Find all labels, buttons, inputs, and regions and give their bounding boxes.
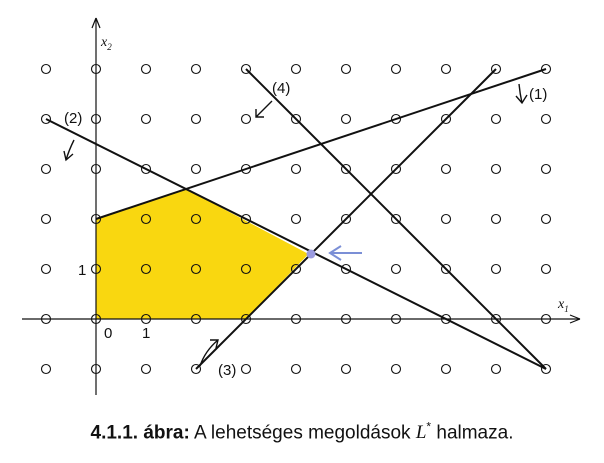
lattice-point	[140, 363, 152, 375]
lattice-point	[440, 63, 452, 75]
lattice-point	[290, 213, 302, 225]
lattice-point	[290, 63, 302, 75]
lattice-point	[190, 113, 202, 125]
lattice-point	[490, 363, 502, 375]
constraint-4-label: (4)	[272, 80, 290, 97]
lattice-point	[290, 113, 302, 125]
x1-axis-arrowhead	[569, 314, 581, 324]
constraint-line-3	[195, 68, 497, 370]
lattice-point	[40, 213, 52, 225]
optimum-point	[306, 249, 316, 259]
constraint-1-direction-arrow	[515, 83, 528, 105]
lattice-point	[240, 113, 252, 125]
lattice-point	[340, 363, 352, 375]
lattice-point	[440, 113, 452, 125]
lattice-point	[490, 113, 502, 125]
lattice-point	[40, 63, 52, 75]
lattice-point	[540, 113, 552, 125]
lattice-point	[40, 363, 52, 375]
lattice-point	[240, 213, 252, 225]
lattice-point	[490, 163, 502, 175]
lattice-point	[290, 263, 302, 275]
caption-text-after: halmaza.	[436, 422, 514, 444]
lattice-point	[190, 63, 202, 75]
figure-caption: 4.1.1. ábra: A lehetséges megoldások L* …	[0, 420, 604, 444]
lattice-point	[540, 363, 552, 375]
lattice-point	[140, 263, 152, 275]
lattice-point	[40, 263, 52, 275]
lattice-point	[340, 213, 352, 225]
lattice-point	[190, 213, 202, 225]
lattice-point	[440, 363, 452, 375]
constraint-line-2	[45, 118, 547, 370]
lattice-point	[140, 113, 152, 125]
lattice-point	[540, 213, 552, 225]
x2-axis-arrowhead	[91, 17, 101, 29]
lattice-point	[140, 213, 152, 225]
lattice-point	[390, 63, 402, 75]
x2-axis-label: x2	[100, 35, 112, 52]
constraint-3-direction-arrow	[199, 339, 219, 367]
constraint-2-label: (2)	[64, 110, 82, 127]
caption-text-before: A lehetséges megoldások	[194, 422, 411, 444]
constraint-2-direction-arrow	[63, 139, 75, 162]
figure-canvas: x2 x1 0 1 1 (1) (2) (3) (4)	[22, 17, 581, 395]
lattice-point	[140, 63, 152, 75]
lattice-point	[240, 63, 252, 75]
lattice-point	[340, 113, 352, 125]
lattice-point	[390, 263, 402, 275]
lattice-point	[440, 213, 452, 225]
lattice-point	[390, 363, 402, 375]
lattice-point	[290, 363, 302, 375]
lattice-point	[440, 163, 452, 175]
lattice-point	[340, 163, 352, 175]
lattice-point	[390, 113, 402, 125]
lattice-point	[240, 163, 252, 175]
lattice-point	[340, 63, 352, 75]
x2-tick-label: 1	[78, 262, 86, 279]
constraint-line-4	[245, 68, 547, 370]
lattice-point	[540, 163, 552, 175]
lattice-point	[540, 263, 552, 275]
lattice-point	[340, 263, 352, 275]
lattice-point	[190, 263, 202, 275]
x1-axis-label: x1	[557, 297, 569, 314]
lattice-point	[40, 113, 52, 125]
lattice-point	[190, 163, 202, 175]
lattice-point	[140, 163, 152, 175]
origin-label: 0	[104, 325, 112, 342]
lattice-point	[490, 263, 502, 275]
lattice-point	[540, 63, 552, 75]
lattice-point	[490, 213, 502, 225]
caption-number: 4.1.1. ábra:	[90, 422, 190, 444]
feasible-region	[96, 189, 309, 319]
constraint-4-direction-arrow	[255, 100, 273, 118]
caption-symbol: L*	[415, 420, 432, 444]
lattice-point	[390, 163, 402, 175]
lattice-point	[240, 263, 252, 275]
lattice-point	[190, 363, 202, 375]
lattice-point	[440, 263, 452, 275]
lattice-point	[490, 63, 502, 75]
direction-arrows	[63, 83, 528, 367]
constraint-1-label: (1)	[529, 86, 547, 103]
constraint-lines	[45, 68, 547, 370]
optimum-pointer-arrow	[328, 245, 362, 261]
constraint-3-label: (3)	[218, 362, 236, 379]
lattice-point	[40, 163, 52, 175]
x1-tick-label: 1	[142, 325, 150, 342]
lattice-point	[390, 213, 402, 225]
lattice-point	[240, 363, 252, 375]
lattice-point	[290, 163, 302, 175]
